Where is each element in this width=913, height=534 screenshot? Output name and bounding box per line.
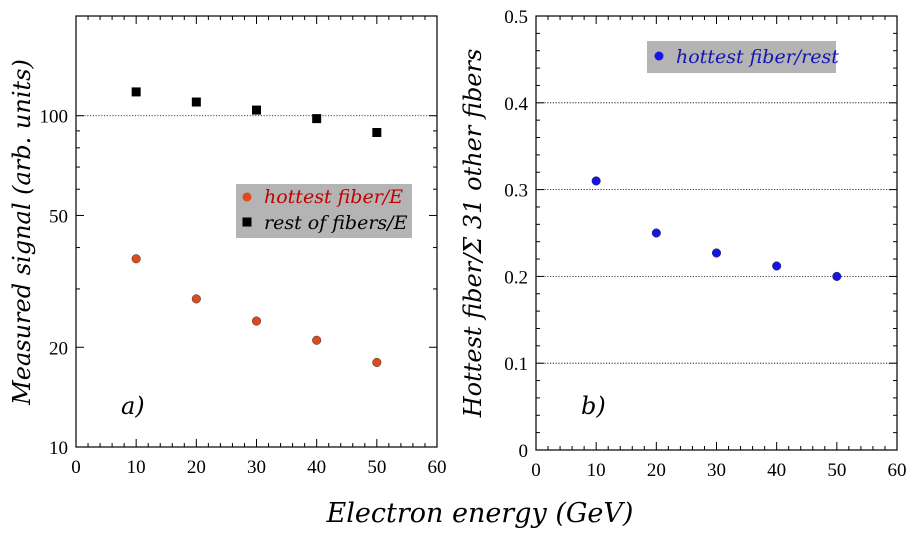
panel-b-ticks xyxy=(535,15,898,451)
x-tick-label: 0 xyxy=(531,460,541,481)
x-tick-label: 50 xyxy=(827,460,846,481)
y-tick-label: 0.2 xyxy=(504,267,528,288)
y-tick-label: 0 xyxy=(519,441,529,462)
panel-b-frame xyxy=(535,15,898,451)
x-tick-label: 20 xyxy=(187,457,206,478)
legend-marker-rest-of-fibers-e xyxy=(242,217,252,227)
panel-b-legend: hottest fiber/rest xyxy=(647,41,839,73)
y-tick-label: 0.1 xyxy=(504,354,528,375)
x-tick-label: 60 xyxy=(428,457,447,478)
y-tick-label: 0.3 xyxy=(504,181,528,202)
data-point-rest-of-fibers-e xyxy=(372,127,382,137)
x-tick-label: 40 xyxy=(307,457,326,478)
legend-marker-hottest-fiber-e xyxy=(242,192,252,202)
panel-a-points xyxy=(131,87,382,367)
panel-b-points xyxy=(591,176,842,281)
x-tick-label: 30 xyxy=(247,457,266,478)
y-tick-label: 20 xyxy=(49,338,68,359)
data-point-hottest-fiber-rest xyxy=(591,176,601,186)
panel-b-legend-box xyxy=(647,41,836,73)
panel-a-legend-box xyxy=(236,184,412,238)
legend-label-rest-of-fibers-e: rest of fibers/E xyxy=(264,212,408,234)
legend-label-hottest-fiber-e: hottest fiber/E xyxy=(264,186,403,208)
panel-b-tick-labels: 0 10 20 30 40 50 60 0 0.1 0.2 0.3 0.4 0.5 xyxy=(504,7,906,481)
shared-xlabel: Electron energy (GeV) xyxy=(326,498,634,529)
data-point-rest-of-fibers-e xyxy=(191,97,201,107)
y-tick-label: 100 xyxy=(40,107,69,128)
x-tick-label: 50 xyxy=(367,457,386,478)
data-point-rest-of-fibers-e xyxy=(312,114,322,124)
data-point-hottest-fiber-e xyxy=(312,335,322,345)
x-tick-label: 40 xyxy=(767,460,786,481)
data-point-hottest-fiber-rest xyxy=(651,228,661,238)
x-tick-label: 60 xyxy=(888,460,907,481)
data-point-hottest-fiber-rest xyxy=(832,271,842,281)
x-tick-label: 20 xyxy=(647,460,666,481)
y-tick-label: 0.4 xyxy=(504,94,528,115)
legend-label-hottest-fiber-rest: hottest fiber/rest xyxy=(676,46,839,68)
panel-a-ylabel: Measured signal (arb. units) xyxy=(8,59,36,406)
panel-a-legend: hottest fiber/E rest of fibers/E xyxy=(236,184,412,238)
data-point-hottest-fiber-rest xyxy=(711,248,722,258)
x-tick-label: 10 xyxy=(127,457,146,478)
data-point-hottest-fiber-e xyxy=(191,294,201,304)
x-tick-label: 30 xyxy=(707,460,726,481)
x-tick-label: 0 xyxy=(71,457,81,478)
panel-b-gridlines xyxy=(536,102,897,364)
y-tick-label: 10 xyxy=(49,438,68,459)
y-tick-label: 0.5 xyxy=(504,7,528,28)
panel-b-ylabel: Hottest fiber/Σ 31 other fibers xyxy=(459,49,487,419)
panel-a-tag: a) xyxy=(121,392,145,420)
x-tick-label: 10 xyxy=(587,460,606,481)
data-point-hottest-fiber-rest xyxy=(772,261,782,271)
data-point-hottest-fiber-e xyxy=(131,254,141,264)
data-point-hottest-fiber-e xyxy=(372,357,382,367)
panel-b: 0 10 20 30 40 50 60 0 0.1 0.2 0.3 0.4 0.5 Hottest fi… xyxy=(459,7,907,481)
panel-a-ticks xyxy=(75,15,438,448)
legend-marker-hottest-fiber-rest xyxy=(654,51,664,61)
data-point-rest-of-fibers-e xyxy=(131,87,141,97)
y-tick-label: 50 xyxy=(49,206,68,227)
panel-b-tag: b) xyxy=(581,392,606,420)
data-point-hottest-fiber-e xyxy=(251,316,262,326)
data-point-rest-of-fibers-e xyxy=(252,105,261,115)
